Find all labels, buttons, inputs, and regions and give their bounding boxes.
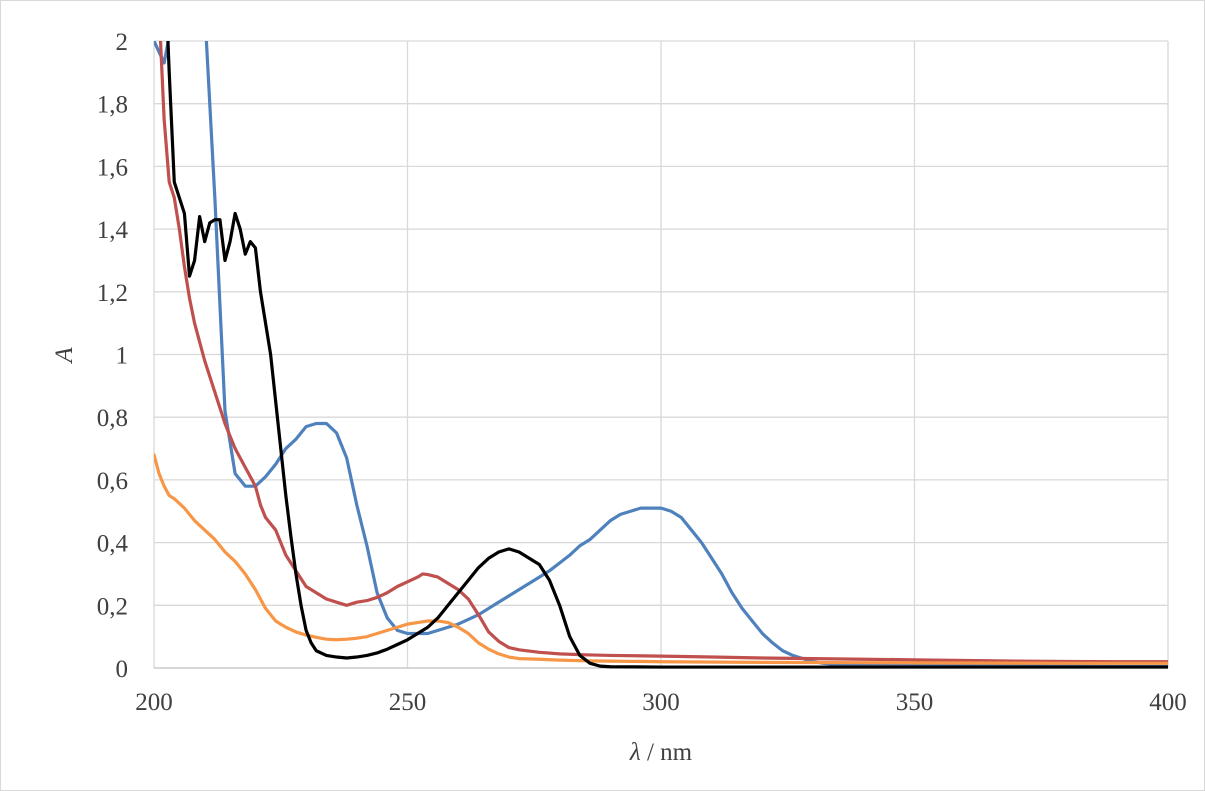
x-axis-title: λ / nm bbox=[629, 739, 693, 766]
y-tick-label: 0,4 bbox=[97, 531, 129, 558]
y-tick-labels: 0 0,2 0,4 0,6 0,8 1 1,2 1,4 1,6 1,8 2 bbox=[97, 29, 129, 683]
y-tick-label: 0,2 bbox=[97, 593, 128, 620]
series-line-3 bbox=[154, 453, 1168, 665]
x-tick-label: 350 bbox=[896, 689, 934, 716]
series-line-4 bbox=[166, 41, 1168, 669]
y-tick-label: 1,8 bbox=[97, 92, 128, 119]
y-tick-label: 1,4 bbox=[97, 217, 129, 244]
y-axis-title: A bbox=[51, 347, 78, 365]
x-axis-unit: / nm bbox=[641, 739, 693, 766]
x-axis-symbol: λ bbox=[629, 739, 641, 766]
series-line-1 bbox=[154, 41, 1168, 669]
x-tick-labels: 200 250 300 350 400 bbox=[135, 689, 1187, 716]
y-tick-label: 2 bbox=[116, 29, 129, 56]
x-tick-label: 400 bbox=[1149, 689, 1187, 716]
y-tick-label: 1,2 bbox=[97, 280, 128, 307]
horizontal-gridlines bbox=[154, 40, 1168, 669]
y-tick-label: 0,6 bbox=[97, 468, 128, 495]
series-line-2 bbox=[158, 41, 1168, 664]
y-tick-label: 1 bbox=[116, 343, 129, 370]
series-layer bbox=[154, 41, 1168, 669]
y-tick-label: 0 bbox=[116, 656, 129, 683]
y-tick-label: 1,6 bbox=[97, 154, 128, 181]
x-tick-label: 300 bbox=[642, 689, 680, 716]
y-tick-label: 0,8 bbox=[97, 405, 128, 432]
x-tick-label: 200 bbox=[135, 689, 173, 716]
x-tick-label: 250 bbox=[389, 689, 427, 716]
